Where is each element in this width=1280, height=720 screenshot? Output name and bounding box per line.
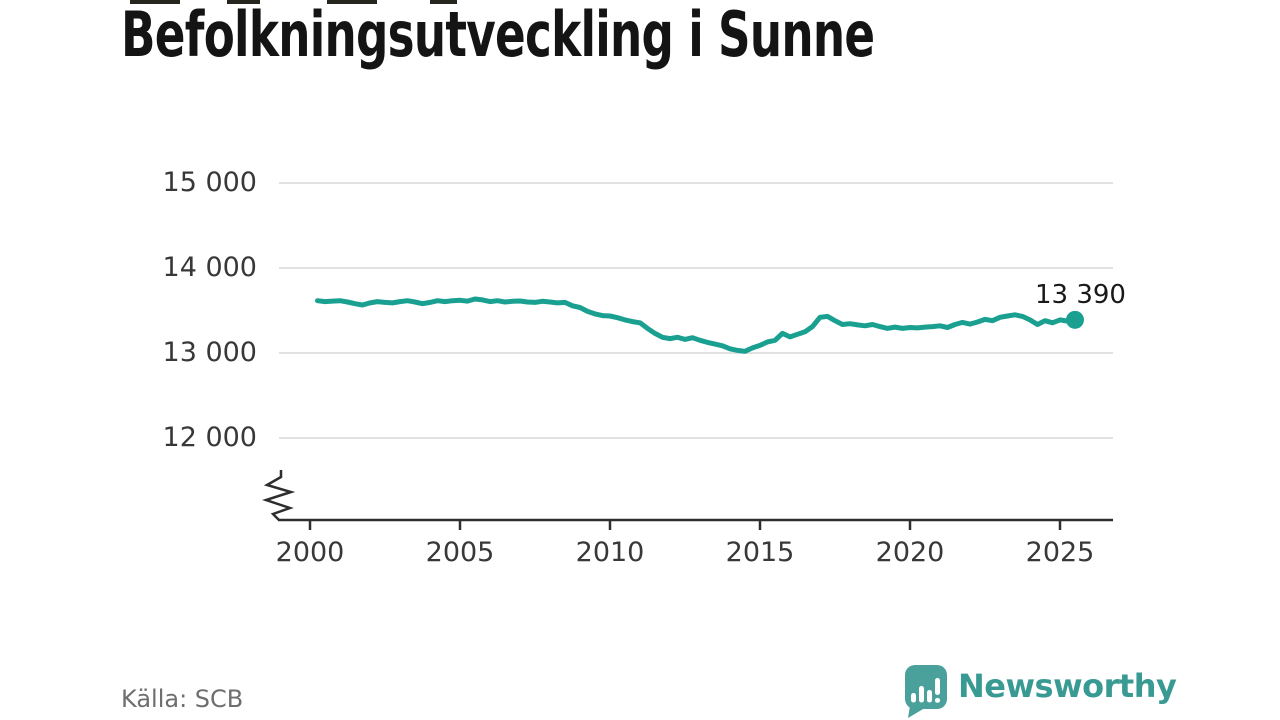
axis-break-icon xyxy=(261,470,296,521)
source-label: Källa: SCB xyxy=(121,685,244,713)
top-crop-artifact xyxy=(227,0,260,4)
x-tick-label: 2015 xyxy=(725,537,795,568)
newsworthy-wordmark: Newsworthy xyxy=(958,667,1177,705)
x-tick-label: 2010 xyxy=(575,537,645,568)
population-series-line xyxy=(315,296,1078,354)
x-tick-label: 2000 xyxy=(275,537,345,568)
x-tick-label: 2025 xyxy=(1025,537,1095,568)
chart-title: Befolkningsutveckling i Sunne xyxy=(121,0,875,71)
y-tick-label: 14 000 xyxy=(162,252,257,283)
x-tick-label: 2020 xyxy=(875,537,945,568)
top-crop-artifact xyxy=(430,0,457,4)
x-tick-label: 2005 xyxy=(425,537,495,568)
last-value-dot xyxy=(1066,310,1084,329)
last-value-label: 13 390 xyxy=(1035,279,1126,310)
y-tick-label: 13 000 xyxy=(162,337,257,368)
top-crop-artifact xyxy=(327,0,377,4)
y-tick-label: 15 000 xyxy=(162,167,257,198)
y-tick-label: 12 000 xyxy=(162,422,257,453)
top-crop-artifact xyxy=(130,0,180,4)
newsworthy-logo-icon xyxy=(905,665,947,718)
